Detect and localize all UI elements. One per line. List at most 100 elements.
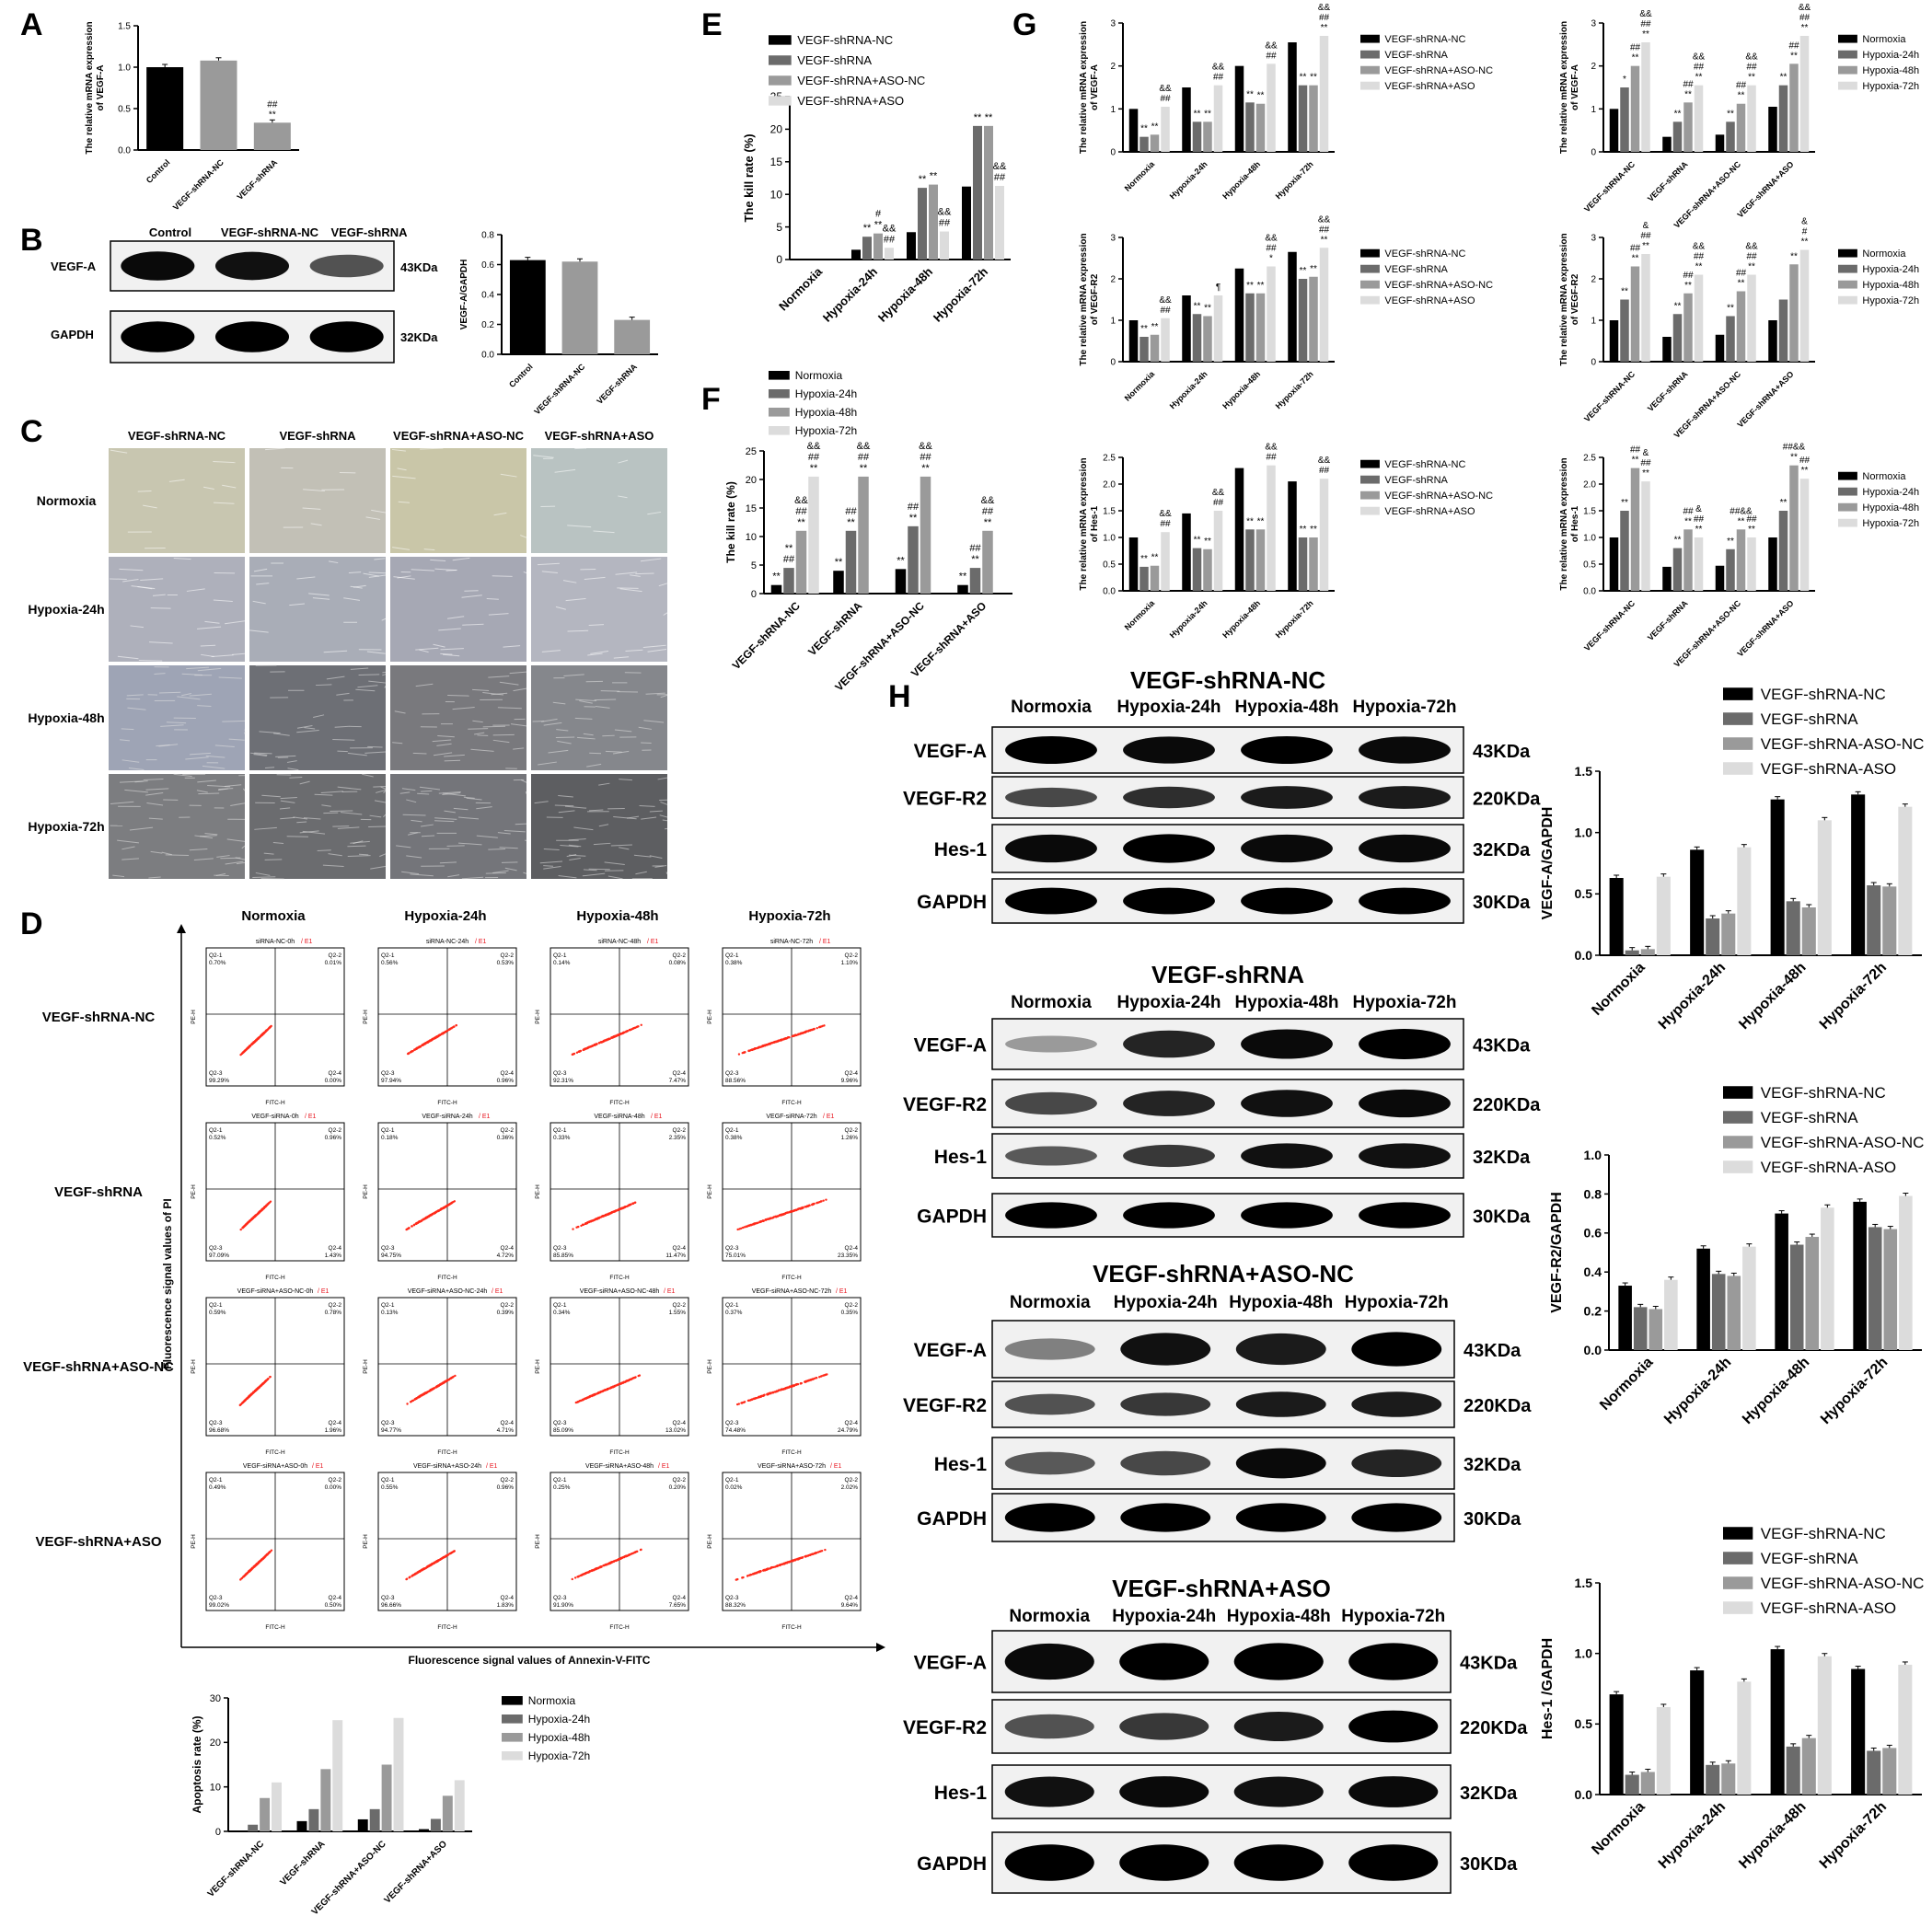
bar <box>1267 266 1276 362</box>
significance-mark: ** <box>1194 109 1201 119</box>
flow-event-dot <box>406 1052 410 1056</box>
flow-event-dot <box>768 1043 771 1045</box>
flow-event-dot <box>594 1568 597 1571</box>
cell-stroke <box>587 652 603 656</box>
flow-event-dot <box>800 1381 804 1385</box>
bar <box>1641 481 1650 591</box>
flow-plot-xlabel: FITC-H <box>265 1100 285 1106</box>
y-tick-label: 1.0 <box>118 63 131 74</box>
flow-event-dot <box>741 1051 744 1055</box>
y-tick-label: 25 <box>746 446 757 457</box>
flow-event-dot <box>605 1038 607 1042</box>
y-tick-label: 20 <box>210 1738 221 1749</box>
bar <box>1140 566 1149 591</box>
flow-event-dot <box>242 1576 245 1578</box>
blot-lane-label: Hypoxia-72h <box>1345 1293 1449 1312</box>
bar <box>1620 87 1629 152</box>
significance-mark: && <box>857 441 871 452</box>
quadrant-name: Q2-4 <box>845 1420 859 1426</box>
flow-event-dot <box>263 1206 267 1208</box>
bar <box>1662 566 1672 591</box>
flow-event-dot <box>573 1576 577 1579</box>
flow-event-dot <box>434 1036 437 1039</box>
blot-kda-label: 43KDa <box>1463 1341 1521 1361</box>
significance-mark: ** <box>1801 466 1809 476</box>
flow-event-dot <box>411 1399 414 1403</box>
cell-stroke <box>436 743 452 746</box>
x-tick-label: Hypoxia-72h <box>1274 598 1315 640</box>
y-axis-label: The relative mRNA expression <box>1559 21 1569 154</box>
bar <box>1768 537 1777 591</box>
flow-plot-title: VEGF-siRNA+ASO-NC-48h <box>580 1288 660 1295</box>
cell-stroke <box>302 830 326 835</box>
legend-swatch <box>1838 518 1857 527</box>
micrograph-row-label: Hypoxia-48h <box>28 710 104 725</box>
significance-mark: ** <box>810 463 818 474</box>
flow-event-dot <box>786 1211 790 1214</box>
y-tick-label: 15 <box>746 503 757 514</box>
flow-event-dot <box>451 1551 454 1554</box>
bar <box>1789 465 1799 591</box>
legend-swatch <box>1723 687 1753 700</box>
y-tick-label: 0.0 <box>1584 1343 1602 1357</box>
cell-stroke <box>533 455 554 458</box>
bar <box>1640 1772 1655 1795</box>
cell-stroke <box>145 788 169 791</box>
flow-event-dot <box>445 1379 449 1381</box>
significance-mark: ** <box>1246 89 1254 99</box>
flow-event-dot <box>750 1048 754 1051</box>
cell-stroke <box>458 816 480 820</box>
quadrant-name: Q2-1 <box>381 1127 395 1134</box>
cell-stroke <box>539 860 563 864</box>
significance-mark: ** <box>1727 537 1734 547</box>
significance-mark: ** <box>1621 287 1628 297</box>
legend-label: VEGF-shRNA+ASO <box>1384 295 1475 306</box>
blot-band <box>1123 887 1215 915</box>
x-tick-label: VEGF-shRNA+ASO <box>383 1839 450 1906</box>
cell-stroke <box>316 684 332 687</box>
bar <box>1898 806 1913 955</box>
cell-stroke <box>462 623 484 626</box>
cell-stroke <box>497 707 522 710</box>
cell-stroke <box>541 571 558 573</box>
quadrant-name: Q2-3 <box>209 1420 223 1426</box>
cell-stroke <box>575 698 597 702</box>
significance-mark: ** <box>1684 281 1692 291</box>
flow-event-dot <box>797 1033 800 1036</box>
cell-stroke <box>303 817 321 820</box>
bar <box>1799 36 1810 152</box>
significance-mark: * <box>1623 75 1626 85</box>
flow-plot-xlabel: FITC-H <box>437 1624 457 1631</box>
flow-event-dot <box>409 1401 412 1403</box>
legend-swatch <box>1838 65 1857 75</box>
y-tick-label: 1.5 <box>1583 507 1596 517</box>
flow-event-dot <box>816 1201 818 1205</box>
legend-swatch <box>1838 50 1857 59</box>
flow-event-dot <box>578 1050 581 1053</box>
bar <box>1255 529 1266 591</box>
flow-event-dot <box>607 1562 611 1565</box>
bar <box>1161 317 1170 362</box>
flow-event-dot <box>614 1035 617 1038</box>
bar <box>1694 85 1704 152</box>
blot-band <box>1235 1503 1326 1532</box>
flow-col-label: Hypoxia-24h <box>404 908 486 924</box>
flow-plot-xlabel: FITC-H <box>437 1275 457 1281</box>
y-axis-label: The relative mRNA expression <box>1559 233 1569 365</box>
bar <box>1633 1307 1648 1350</box>
cell-stroke <box>117 839 139 844</box>
cell-stroke <box>466 797 482 801</box>
flow-event-dot <box>619 1207 621 1210</box>
cell-stroke <box>394 710 406 714</box>
flow-event-dot <box>243 1224 246 1228</box>
significance-mark: ** <box>1300 266 1307 276</box>
flow-y-axis-title: Fluorescence signal values of PI <box>161 1198 174 1368</box>
y-axis-label: of VEGF-A <box>96 65 106 111</box>
significance-mark: & <box>1801 217 1808 227</box>
legend-label: VEGF-shRNA-NC <box>1384 459 1465 470</box>
y-axis-label: The relative mRNA expression <box>1559 457 1569 590</box>
flow-event-dot <box>813 1202 816 1206</box>
quadrant-name: Q2-3 <box>209 1595 223 1601</box>
